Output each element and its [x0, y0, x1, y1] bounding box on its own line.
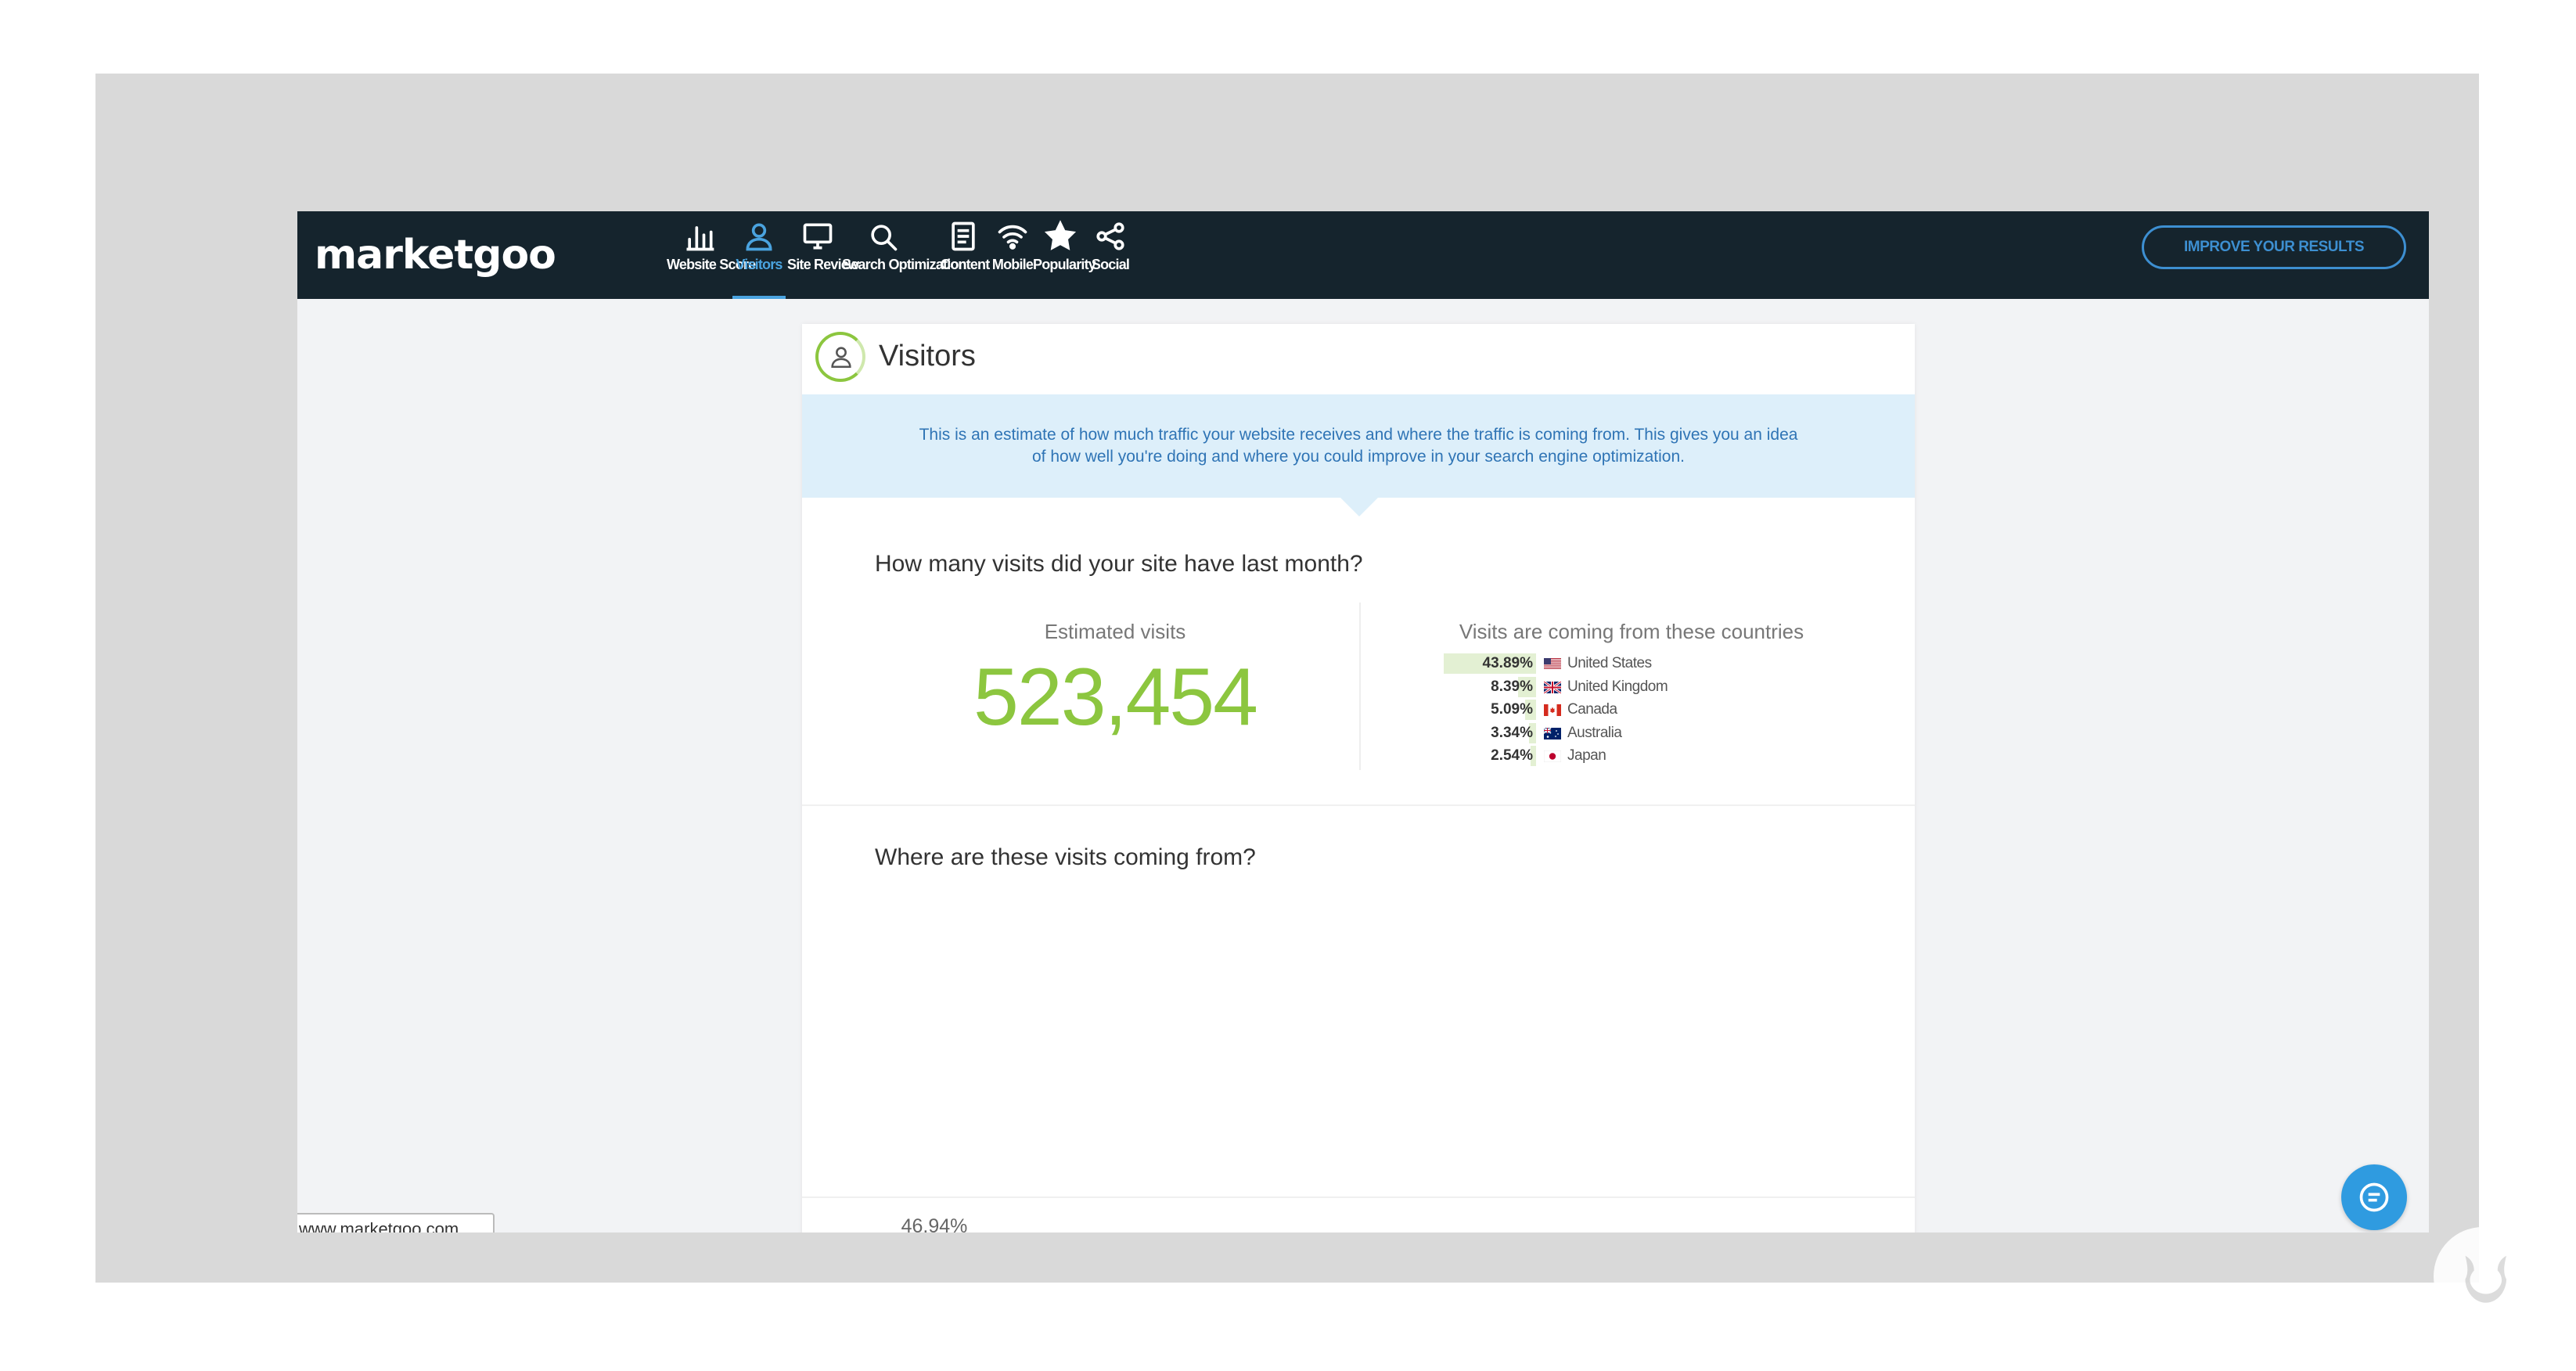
- active-tab-indicator: [732, 296, 786, 299]
- bar-chart-icon: [686, 226, 714, 251]
- star-icon: [1044, 220, 1077, 250]
- nav-item-label: Website Score: [667, 257, 756, 272]
- improve-results-button[interactable]: IMPROVE YOUR RESULTS: [2142, 225, 2406, 269]
- nav-item-mobile[interactable]: Mobile: [989, 211, 1036, 299]
- screenshot-frame: marketgoo Website Score Visitors Site Revi…: [95, 74, 2532, 1326]
- nav-item-popularity[interactable]: Popularity: [1033, 211, 1096, 299]
- bar-value-label: 46.94%: [901, 1215, 968, 1232]
- country-share-bar: [1529, 722, 1536, 743]
- visitors-score-badge: [815, 332, 865, 382]
- us-flag-icon: [1544, 658, 1561, 670]
- page-title: Visitors: [879, 340, 976, 372]
- top-navigation-bar: marketgoo Website Score Visitors Site Revi…: [297, 211, 2429, 299]
- nav-item-label: Mobile: [991, 257, 1034, 272]
- nav-item-label: Visitors: [736, 257, 783, 272]
- nav-item-label: Search Optimization: [842, 257, 967, 272]
- country-share-bar: [1518, 676, 1536, 697]
- section-divider: [802, 804, 1915, 806]
- countries-title: Visits are coming from these countries: [1459, 620, 1804, 643]
- app-window: marketgoo Website Score Visitors Site Revi…: [297, 211, 2429, 1232]
- country-name: Australia: [1567, 724, 1622, 741]
- card-header: Visitors: [802, 324, 1915, 394]
- section-divider: [802, 1196, 1915, 1198]
- country-row: 5.09% Canada: [1444, 699, 1851, 721]
- status-url-tooltip: www.marketgoo.com: [297, 1213, 495, 1232]
- estimated-visits-label: Estimated visits: [1044, 620, 1186, 643]
- user-icon: [831, 347, 851, 369]
- country-name: Japan: [1567, 747, 1606, 764]
- sources-question: Where are these visits coming from?: [875, 844, 1256, 870]
- country-percent: 8.39%: [1491, 678, 1533, 695]
- visits-question: How many visits did your site have last …: [875, 551, 1363, 577]
- country-name: United States: [1567, 655, 1652, 671]
- nav-item-label: Popularity: [1033, 257, 1096, 272]
- country-percent: 43.89%: [1482, 655, 1533, 671]
- canada-flag-icon: [1544, 704, 1561, 716]
- australia-flag-icon: [1544, 727, 1561, 739]
- nav-item-website-score[interactable]: Website Score: [667, 211, 756, 299]
- country-percent: 2.54%: [1491, 747, 1533, 764]
- nav-item-social[interactable]: Social: [1088, 211, 1133, 299]
- country-share-bar: [1444, 653, 1536, 674]
- country-row: 43.89% United States: [1444, 653, 1851, 675]
- chat-button[interactable]: [2341, 1164, 2407, 1230]
- estimated-visits-value: 523,454: [973, 652, 1258, 743]
- search-icon: [871, 225, 898, 251]
- share-icon: [1096, 222, 1124, 250]
- traffic-sources-chart: 46.94%Direct14.94%Referrals22.26%Search1…: [865, 934, 1843, 1232]
- uk-flag-icon: [1544, 681, 1561, 693]
- country-percent: 3.34%: [1491, 724, 1533, 741]
- japan-flag-icon: [1544, 750, 1561, 762]
- info-banner-pointer: [1340, 498, 1378, 516]
- nav-item-content[interactable]: Content: [941, 211, 990, 299]
- country-percent: 5.09%: [1491, 701, 1533, 718]
- country-row: 8.39% United Kingdom: [1444, 676, 1851, 698]
- column-divider: [1359, 603, 1361, 770]
- visitors-card: Visitors This is an estimate of how much…: [802, 324, 1915, 1232]
- nav-item-search-optimization[interactable]: Search Optimization: [842, 211, 967, 299]
- watermark-logo-icon: [2434, 1227, 2532, 1326]
- marketgoo-logo[interactable]: marketgoo: [315, 232, 556, 279]
- country-share-bar: [1525, 700, 1536, 720]
- info-text: This is an estimate of how much traffic …: [919, 426, 1798, 466]
- document-icon: [952, 221, 975, 251]
- user-icon: [746, 223, 772, 251]
- nav-item-site-review[interactable]: Site Review: [787, 211, 859, 299]
- monitor-icon: [803, 223, 833, 250]
- nav-item-label: Social: [1091, 257, 1130, 272]
- nav-item-visitors[interactable]: Visitors: [732, 211, 786, 299]
- country-name: Canada: [1567, 701, 1617, 718]
- country-row: 2.54% Japan: [1444, 745, 1851, 767]
- country-name: United Kingdom: [1567, 678, 1668, 695]
- nav-item-label: Content: [941, 257, 990, 272]
- wifi-icon: [998, 225, 1027, 250]
- info-banner: This is an estimate of how much traffic …: [802, 394, 1915, 498]
- chat-icon: [2359, 1182, 2389, 1212]
- country-share-bar: [1531, 746, 1536, 766]
- nav-item-label: Site Review: [787, 257, 859, 272]
- country-row: 3.34% Australia: [1444, 722, 1851, 744]
